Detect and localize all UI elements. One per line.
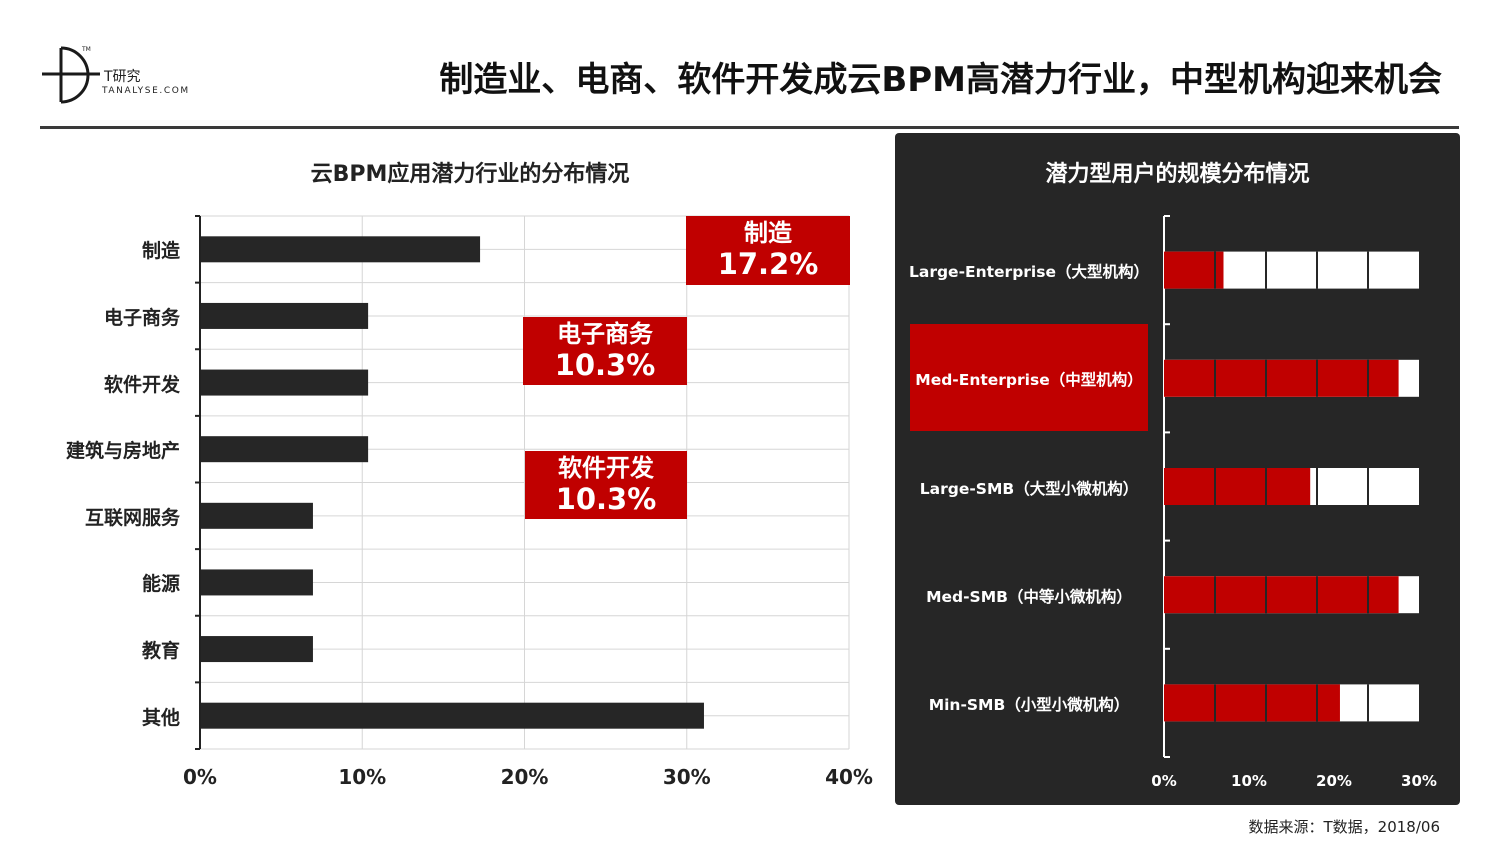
industry-label-item-1: 电子商务 bbox=[103, 306, 180, 329]
callout-manufacturing-value: 17.2% bbox=[717, 247, 819, 281]
segment-label-item-3: Med-SMB（中等小微机构） bbox=[926, 587, 1132, 606]
callout-ecommerce-value: 10.3% bbox=[554, 348, 656, 382]
callout-software-name: 软件开发 bbox=[558, 454, 654, 482]
segment-x-tick: 30% bbox=[1401, 772, 1437, 790]
segment-bar-item-4 bbox=[1164, 684, 1340, 722]
segment-bar-item-3 bbox=[1164, 576, 1399, 614]
logo-mark-icon: TM bbox=[42, 46, 100, 104]
industry-label-item-5: 能源 bbox=[141, 573, 180, 596]
industry-bar-item-0 bbox=[201, 236, 481, 263]
segment-label-item-2: Large-SMB（大型小微机构） bbox=[919, 479, 1139, 498]
callout-software-value: 10.3% bbox=[555, 482, 657, 516]
industry-bar-item-6 bbox=[201, 636, 313, 663]
industry-bar-item-7 bbox=[201, 702, 704, 729]
industry-label-item-7: 其他 bbox=[141, 706, 180, 729]
industry-x-tick: 0% bbox=[183, 765, 217, 789]
industry-x-tick: 40% bbox=[825, 765, 873, 789]
brand-logo: TM T研究 TANALYSE.COM bbox=[40, 44, 210, 110]
segment-label-item-1: Med-Enterprise（中型机构） bbox=[915, 371, 1143, 390]
data-source: 数据来源：T数据，2018/06 bbox=[1248, 818, 1440, 836]
logo-name: T研究 bbox=[104, 69, 141, 85]
callout-ecommerce-name: 电子商务 bbox=[557, 320, 653, 348]
left-chart-title: 云BPM应用潜力行业的分布情况 bbox=[310, 162, 630, 187]
industry-bar-item-1 bbox=[201, 302, 369, 329]
industry-x-tick: 10% bbox=[338, 765, 387, 789]
page-title: 制造业、电商、软件开发成云BPM高潜力行业，中型机构迎来机会 bbox=[439, 60, 1442, 100]
segment-bar-item-0 bbox=[1164, 251, 1224, 289]
callout-manufacturing: 制造 17.2% bbox=[686, 216, 850, 285]
segment-x-tick: 0% bbox=[1151, 772, 1177, 790]
logo-url: TANALYSE.COM bbox=[102, 86, 190, 96]
industry-label-item-4: 互联网服务 bbox=[84, 506, 180, 529]
segment-label-item-4: Min-SMB（小型小微机构） bbox=[928, 695, 1130, 714]
segment-bar-item-1 bbox=[1164, 359, 1399, 397]
industry-label-item-0: 制造 bbox=[141, 240, 180, 263]
segment-x-tick: 20% bbox=[1316, 772, 1352, 790]
industry-bar-item-3 bbox=[201, 436, 369, 463]
segment-bar-item-2 bbox=[1164, 468, 1311, 505]
callout-ecommerce: 电子商务 10.3% bbox=[523, 317, 687, 385]
right-chart-title: 潜力型用户的规模分布情况 bbox=[1045, 162, 1310, 187]
industry-label-item-6: 教育 bbox=[141, 640, 180, 663]
segment-highlight-box bbox=[910, 324, 1148, 431]
segment-label-item-0: Large-Enterprise（大型机构） bbox=[908, 263, 1149, 282]
industry-label-item-3: 建筑与房地产 bbox=[65, 440, 180, 463]
segment-x-tick: 10% bbox=[1231, 772, 1267, 790]
industry-x-tick: 20% bbox=[500, 765, 549, 789]
industry-label-item-2: 软件开发 bbox=[103, 373, 180, 396]
industry-bar-item-5 bbox=[201, 569, 313, 596]
callout-manufacturing-name: 制造 bbox=[744, 219, 792, 247]
industry-bar-item-4 bbox=[201, 502, 313, 529]
callout-software: 软件开发 10.3% bbox=[525, 451, 687, 519]
header-divider bbox=[40, 126, 1459, 129]
industry-x-tick: 30% bbox=[662, 765, 711, 789]
logo-tm: TM bbox=[81, 46, 91, 53]
industry-bar-item-2 bbox=[201, 369, 369, 396]
